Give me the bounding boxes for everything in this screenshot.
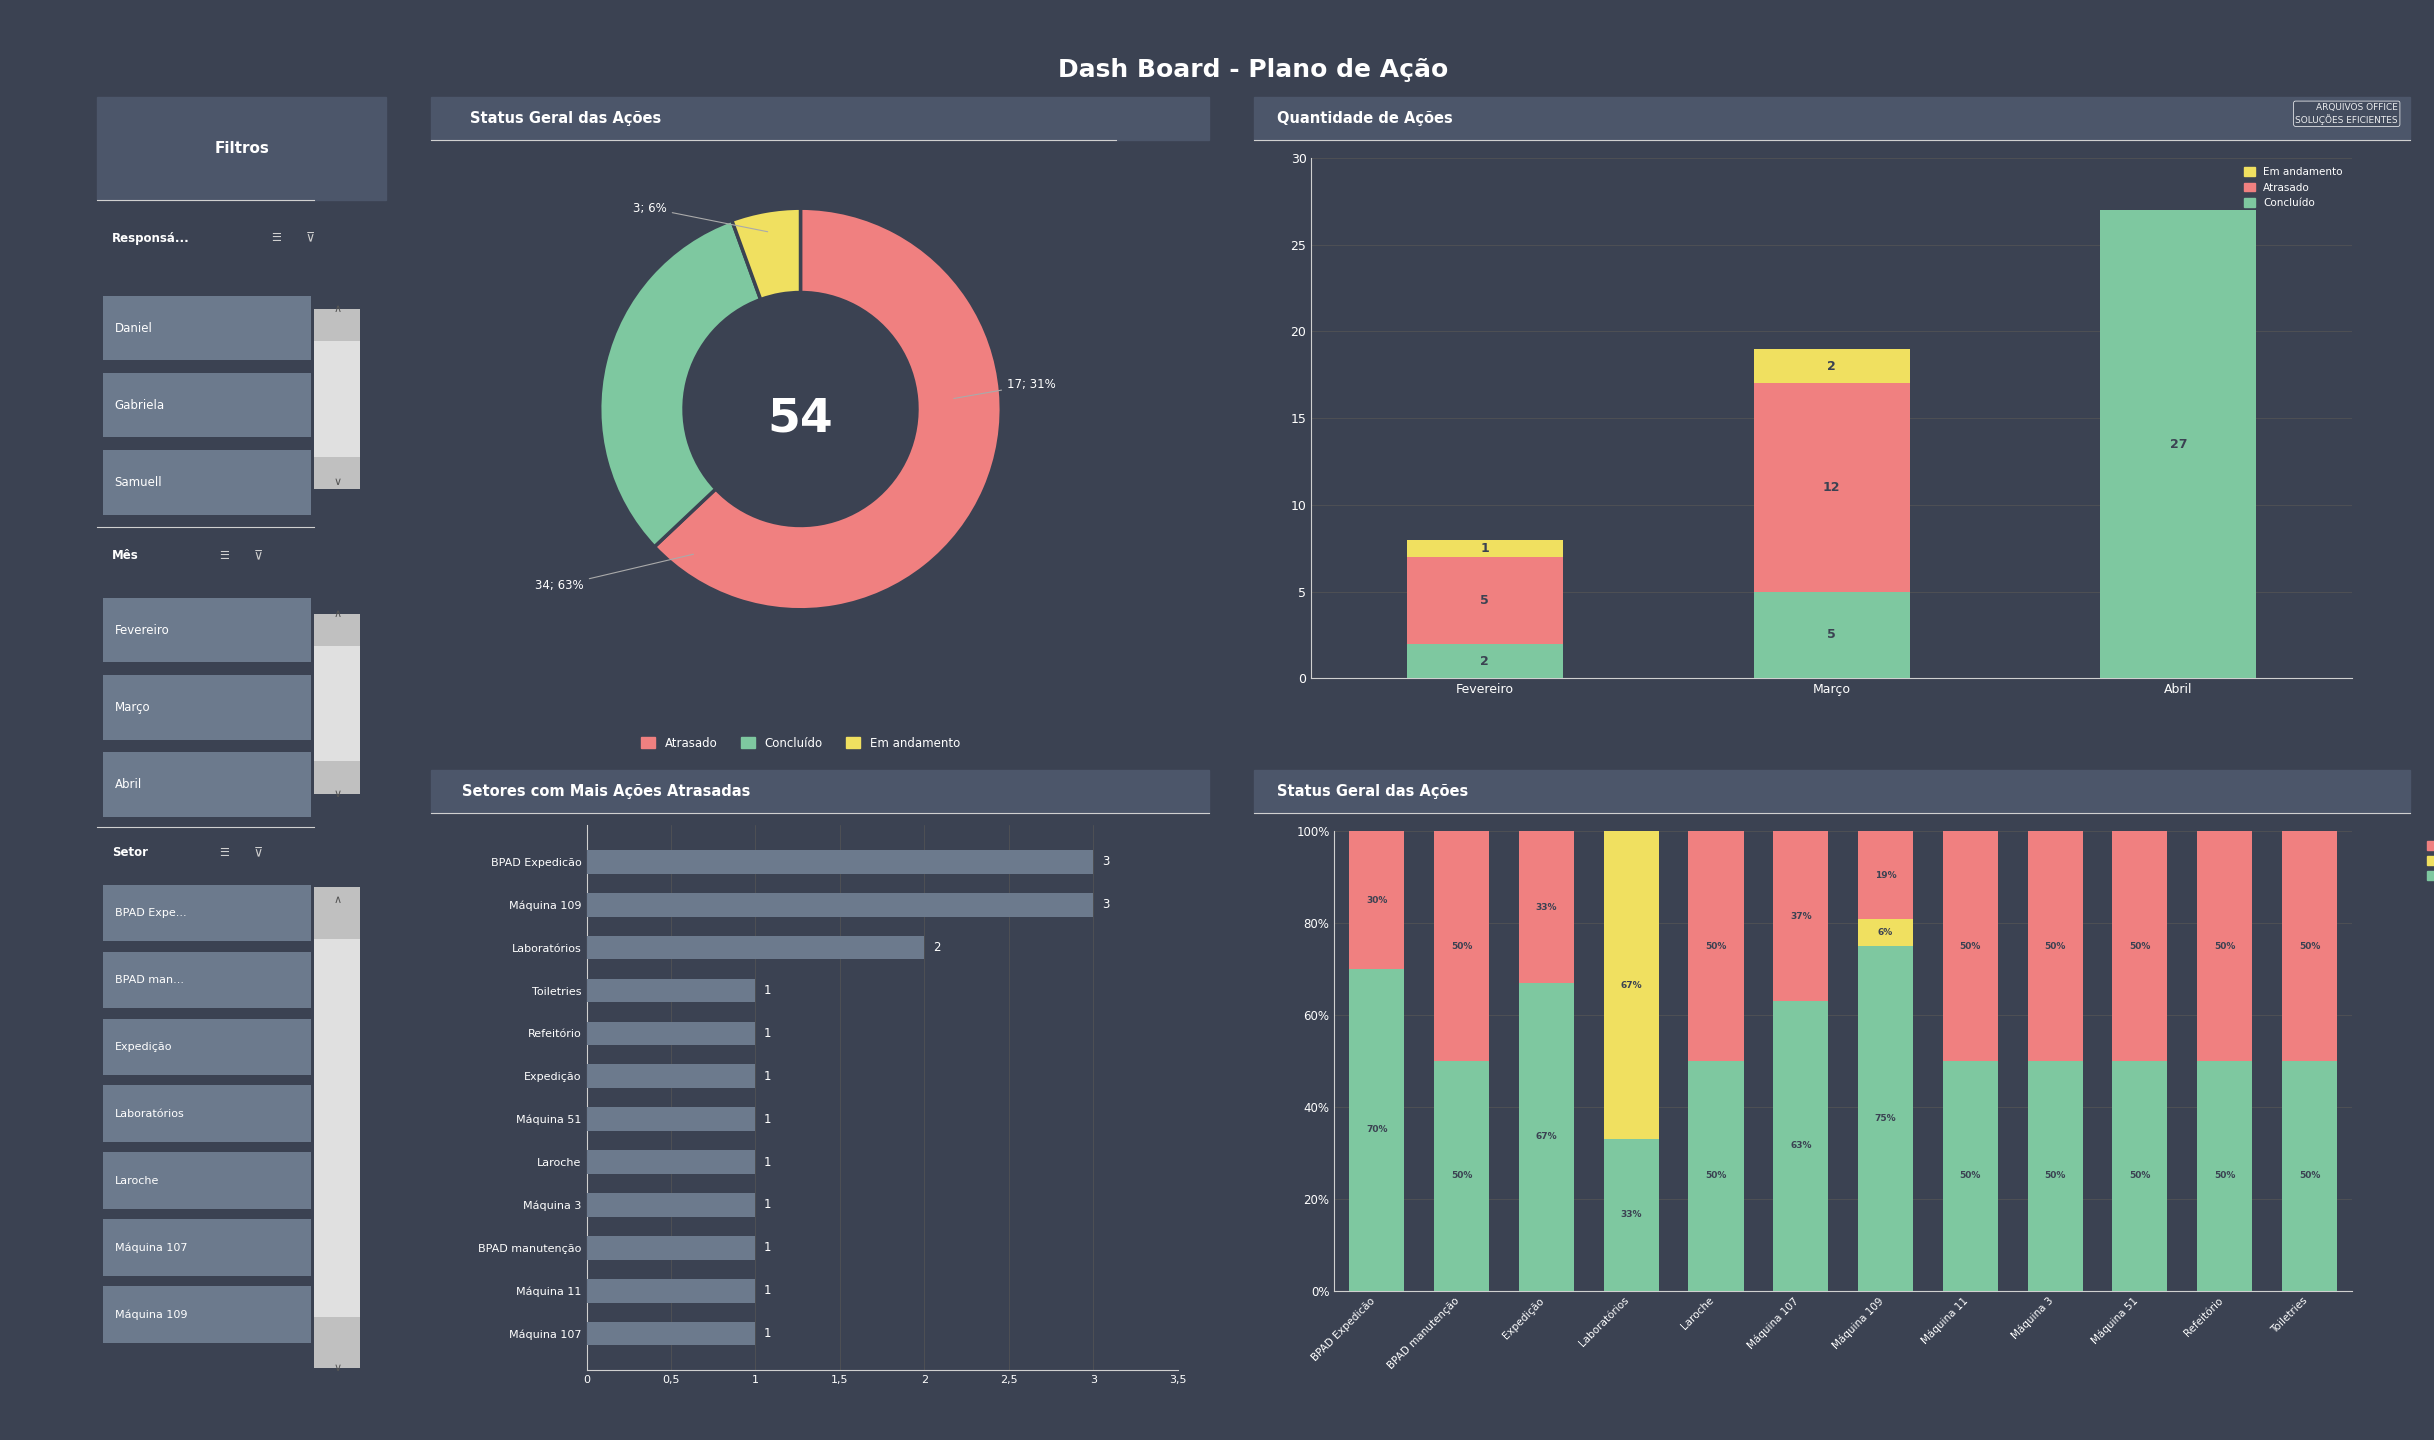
Bar — [1254, 770, 2410, 814]
Text: Setor: Setor — [112, 847, 148, 860]
Text: ∨: ∨ — [333, 478, 341, 488]
Text: Laboratórios: Laboratórios — [114, 1109, 185, 1119]
Bar — [314, 613, 360, 793]
Text: ∨: ∨ — [333, 1364, 341, 1374]
Text: Mês: Mês — [112, 549, 139, 562]
Bar — [102, 1152, 312, 1208]
Bar — [431, 96, 1210, 140]
Bar — [102, 884, 312, 942]
Text: BPAD Expe...: BPAD Expe... — [114, 909, 187, 919]
Text: Março: Março — [114, 701, 151, 714]
Text: ∧: ∧ — [333, 609, 341, 619]
Text: ⊽: ⊽ — [253, 549, 263, 562]
Bar — [314, 310, 360, 341]
Text: ∧: ∧ — [333, 896, 341, 906]
Text: Responsá...: Responsá... — [112, 232, 190, 245]
Bar — [314, 1316, 360, 1368]
Text: Filtros: Filtros — [214, 141, 270, 156]
Bar — [102, 451, 312, 514]
Text: Daniel: Daniel — [114, 321, 153, 334]
Bar — [314, 762, 360, 793]
Text: Máquina 107: Máquina 107 — [114, 1243, 187, 1253]
Text: Setores com Mais Ações Atrasadas: Setores com Mais Ações Atrasadas — [462, 785, 750, 799]
Bar — [102, 753, 312, 816]
Text: Status Geral das Ações: Status Geral das Ações — [1275, 785, 1468, 799]
Bar — [314, 310, 360, 490]
Text: Laroche: Laroche — [114, 1175, 158, 1185]
Text: Status Geral das Ações: Status Geral das Ações — [470, 111, 662, 125]
Bar — [102, 1220, 312, 1276]
Text: Expedição: Expedição — [114, 1043, 173, 1051]
Bar — [102, 373, 312, 438]
Text: ∧: ∧ — [333, 304, 341, 314]
Text: BPAD man...: BPAD man... — [114, 975, 183, 985]
Bar — [102, 1286, 312, 1342]
Text: Abril: Abril — [114, 778, 141, 791]
Bar — [314, 456, 360, 490]
Text: ☰: ☰ — [219, 848, 229, 858]
Bar — [97, 96, 387, 200]
Text: ⊽: ⊽ — [253, 847, 263, 860]
Text: Quantidade de Ações: Quantidade de Ações — [1275, 111, 1453, 125]
Bar — [1254, 96, 2410, 140]
Bar — [102, 297, 312, 360]
Text: Dash Board - Plano de Ação: Dash Board - Plano de Ação — [1059, 58, 1448, 82]
Bar — [102, 675, 312, 740]
Bar — [102, 1018, 312, 1076]
Bar — [314, 613, 360, 645]
Bar — [102, 1086, 312, 1142]
Bar — [431, 770, 1210, 814]
Bar — [314, 893, 360, 1368]
Text: ARQUIVOS OFFICE
SOLUÇÕES EFICIENTES: ARQUIVOS OFFICE SOLUÇÕES EFICIENTES — [2295, 102, 2397, 124]
Bar — [102, 952, 312, 1008]
Text: ☰: ☰ — [270, 233, 280, 243]
Text: Máquina 109: Máquina 109 — [114, 1309, 187, 1319]
Text: Gabriela: Gabriela — [114, 399, 166, 412]
Text: ⊽: ⊽ — [304, 232, 314, 245]
Text: ∨: ∨ — [333, 789, 341, 799]
Bar — [314, 887, 360, 939]
Text: Samuell: Samuell — [114, 477, 163, 490]
Text: Fevereiro: Fevereiro — [114, 624, 170, 636]
Text: ☰: ☰ — [219, 550, 229, 560]
Bar — [102, 598, 312, 662]
